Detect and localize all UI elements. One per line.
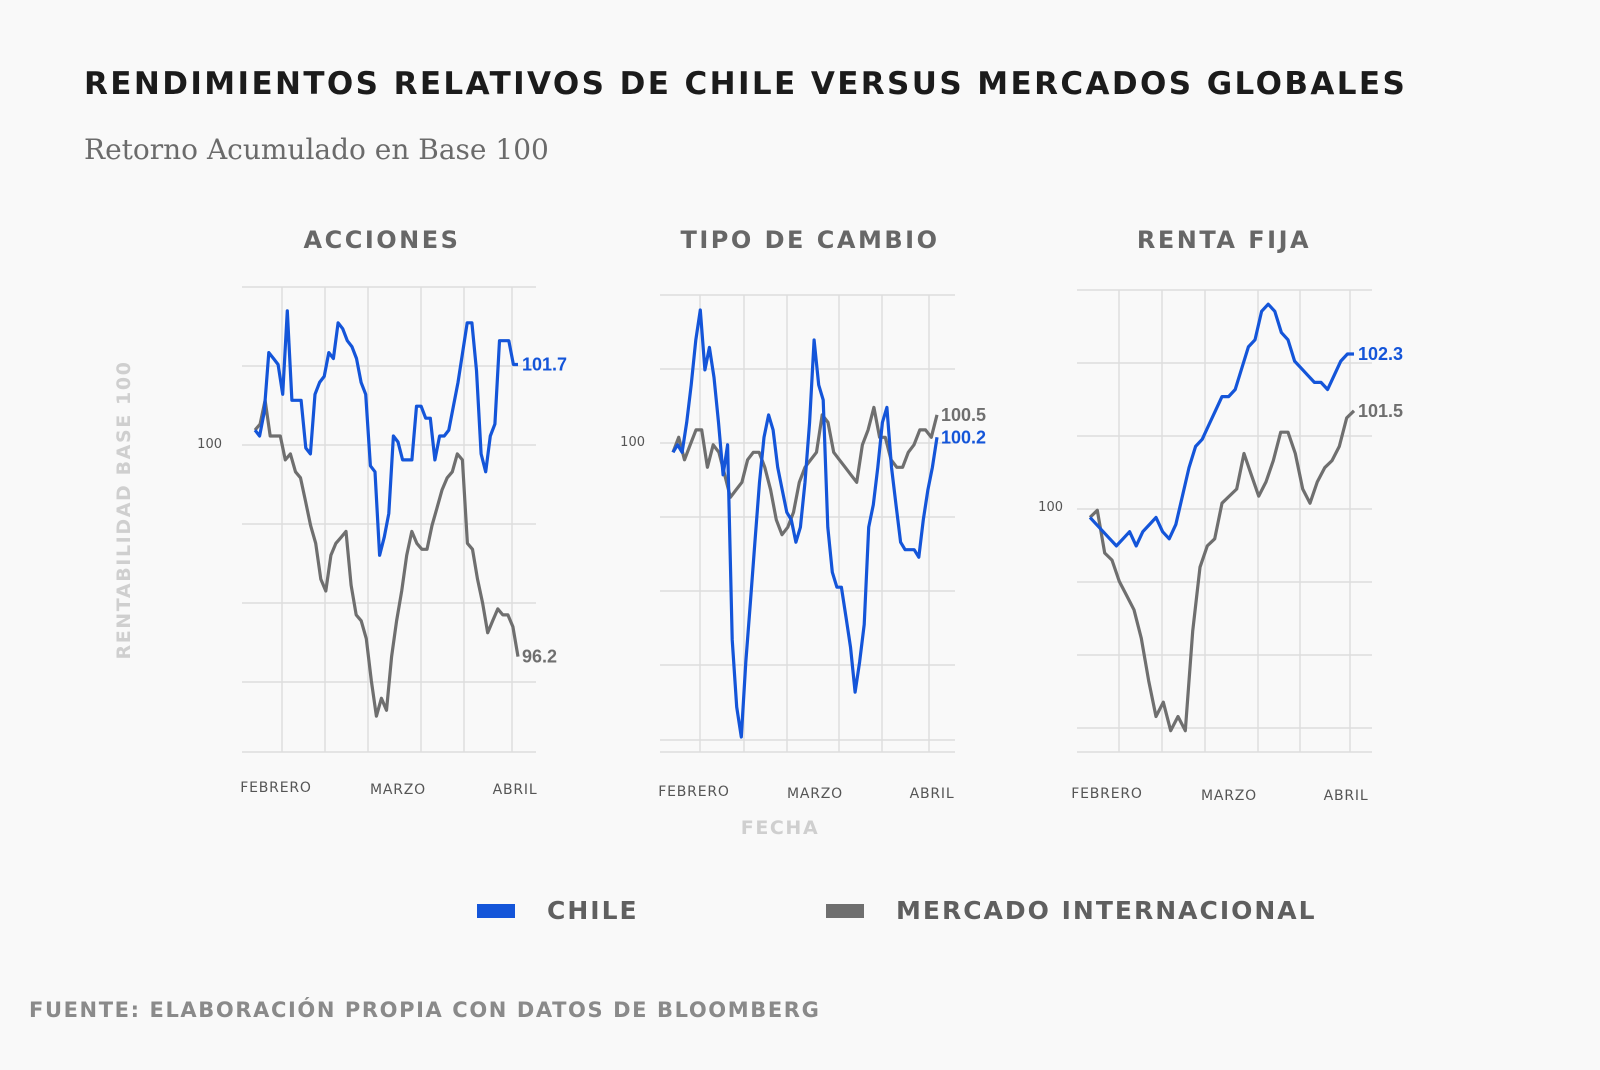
legend-label-mercado-internacional: MERCADO INTERNACIONAL [896,896,1317,925]
x-tick-label: ABRIL [910,786,955,802]
series-line-chile [1088,302,1354,548]
series-line-mercado-internacional [253,398,520,718]
panel-tipo-de-cambio: TIPO DE CAMBIO FEBRERO MARZO ABRIL 100 100.51… [620,226,986,802]
series-line-chile [671,308,939,739]
chart-subtitle: Retorno Acumulado en Base 100 [84,133,549,166]
y-tick-label: 100 [197,437,222,452]
panel-title: RENTA FIJA [1137,226,1311,254]
source-note: FUENTE: ELABORACIÓN PROPIA CON DATOS DE … [29,998,821,1022]
legend-item-chile: CHILE [477,896,639,925]
panel-title: TIPO DE CAMBIO [680,226,939,254]
x-tick-label: ABRIL [493,782,538,798]
legend: CHILE MERCADO INTERNACIONAL [0,896,1600,936]
x-tick-label: ABRIL [1324,788,1369,804]
series-line-mercado-internacional [1088,409,1356,733]
end-label-chile: 102.3 [1358,344,1403,364]
y-tick-label: 100 [1038,500,1063,515]
legend-label-chile: CHILE [547,896,639,925]
end-label-mercado-internacional: 96.2 [522,647,557,667]
x-tick-label: MARZO [370,782,426,798]
panel-acciones: ACCIONES FEBRERO MARZO ABRIL 100 101.7 96.2 [197,226,567,798]
legend-swatch-chile [477,903,515,918]
end-label-chile: 100.2 [941,427,986,447]
legend-swatch-mercado-internacional [826,903,864,918]
x-tick-label: MARZO [1201,788,1257,804]
x-tick-label: MARZO [787,786,843,802]
panel-title: ACCIONES [304,226,461,254]
x-tick-label: FEBRERO [658,784,729,800]
x-tick-label: FEBRERO [240,780,311,796]
series-line-chile [253,309,518,557]
x-tick-label: FEBRERO [1071,786,1142,802]
y-tick-label: 100 [620,435,645,450]
chart-title: RENDIMIENTOS RELATIVOS DE CHILE VERSUS M… [84,66,1408,102]
end-label-mercado-internacional: 101.5 [1358,401,1403,421]
y-axis-title: RENTABILIDAD BASE 100 [113,360,135,659]
x-axis-title: FECHA [741,817,820,839]
end-label-chile: 101.7 [522,355,567,375]
panel-renta-fija: RENTA FIJA FEBRERO MARZO ABRIL 100 102.3 101.5 [1038,226,1403,804]
end-label-mercado-internacional: 100.5 [941,405,986,425]
legend-item-mercado-internacional: MERCADO INTERNACIONAL [826,896,1317,925]
